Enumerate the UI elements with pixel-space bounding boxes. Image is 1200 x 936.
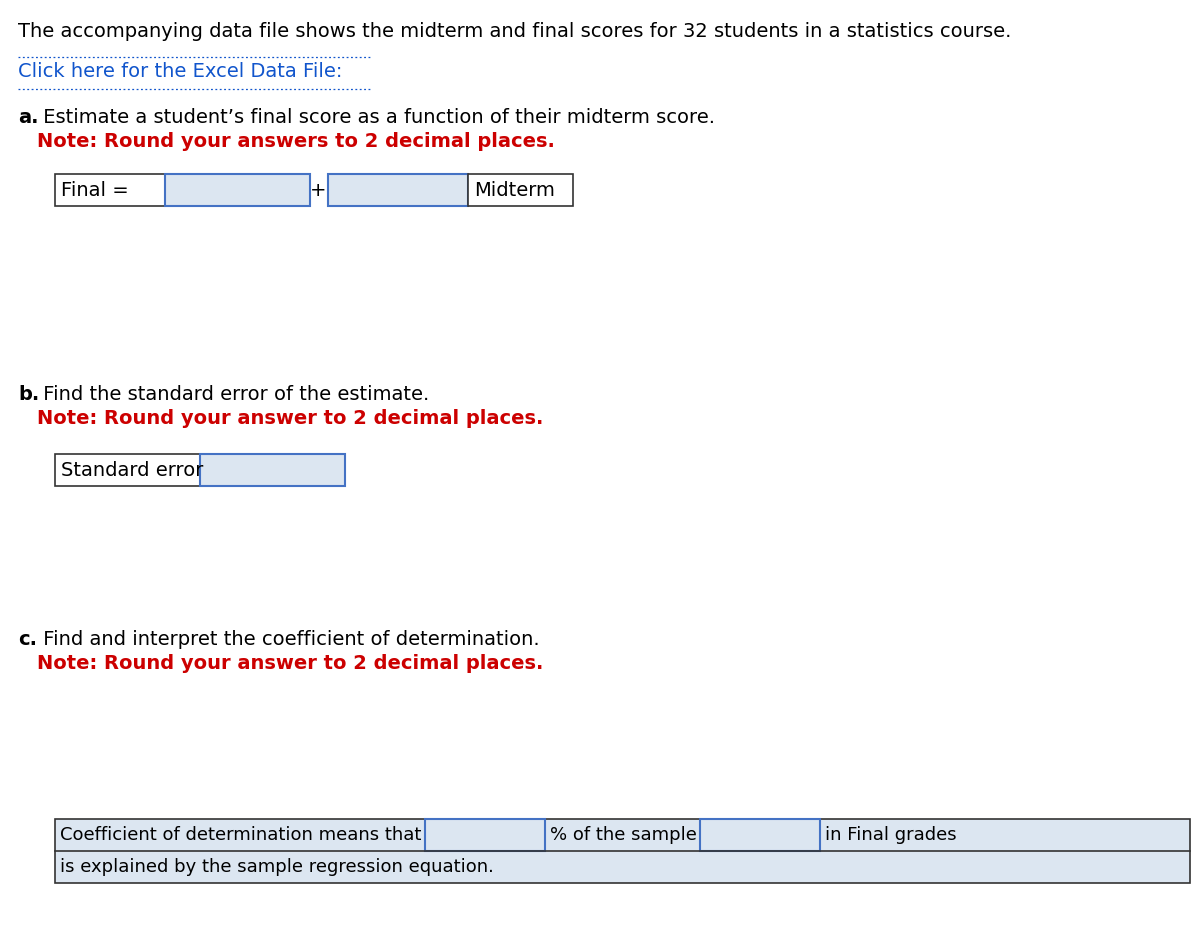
Text: in Final grades: in Final grades — [826, 826, 956, 843]
Text: Final =: Final = — [61, 181, 128, 199]
FancyBboxPatch shape — [55, 175, 166, 207]
FancyBboxPatch shape — [200, 455, 346, 487]
Text: c.: c. — [18, 629, 37, 649]
Text: Standard error: Standard error — [61, 461, 203, 479]
Text: Coefficient of determination means that: Coefficient of determination means that — [60, 826, 421, 843]
Text: The accompanying data file shows the midterm and final scores for 32 students in: The accompanying data file shows the mid… — [18, 22, 1012, 41]
Text: Note: Round your answers to 2 decimal places.: Note: Round your answers to 2 decimal pl… — [37, 132, 554, 151]
Text: % of the sample: % of the sample — [550, 826, 697, 843]
FancyBboxPatch shape — [55, 819, 1190, 883]
Text: is explained by the sample regression equation.: is explained by the sample regression eq… — [60, 857, 494, 875]
Text: b.: b. — [18, 385, 40, 403]
Text: Estimate a student’s final score as a function of their midterm score.: Estimate a student’s final score as a fu… — [37, 108, 715, 127]
Text: Click here for the Excel Data File:: Click here for the Excel Data File: — [18, 62, 342, 80]
Text: Note: Round your answer to 2 decimal places.: Note: Round your answer to 2 decimal pla… — [37, 653, 544, 672]
FancyBboxPatch shape — [700, 819, 820, 851]
Text: Note: Round your answer to 2 decimal places.: Note: Round your answer to 2 decimal pla… — [37, 408, 544, 428]
FancyBboxPatch shape — [328, 175, 468, 207]
FancyBboxPatch shape — [166, 175, 310, 207]
Text: +: + — [310, 182, 326, 200]
Text: Midterm: Midterm — [474, 181, 554, 199]
Text: Find and interpret the coefficient of determination.: Find and interpret the coefficient of de… — [37, 629, 540, 649]
FancyBboxPatch shape — [55, 455, 200, 487]
Text: a.: a. — [18, 108, 38, 127]
FancyBboxPatch shape — [425, 819, 545, 851]
Text: Find the standard error of the estimate.: Find the standard error of the estimate. — [37, 385, 430, 403]
FancyBboxPatch shape — [468, 175, 574, 207]
